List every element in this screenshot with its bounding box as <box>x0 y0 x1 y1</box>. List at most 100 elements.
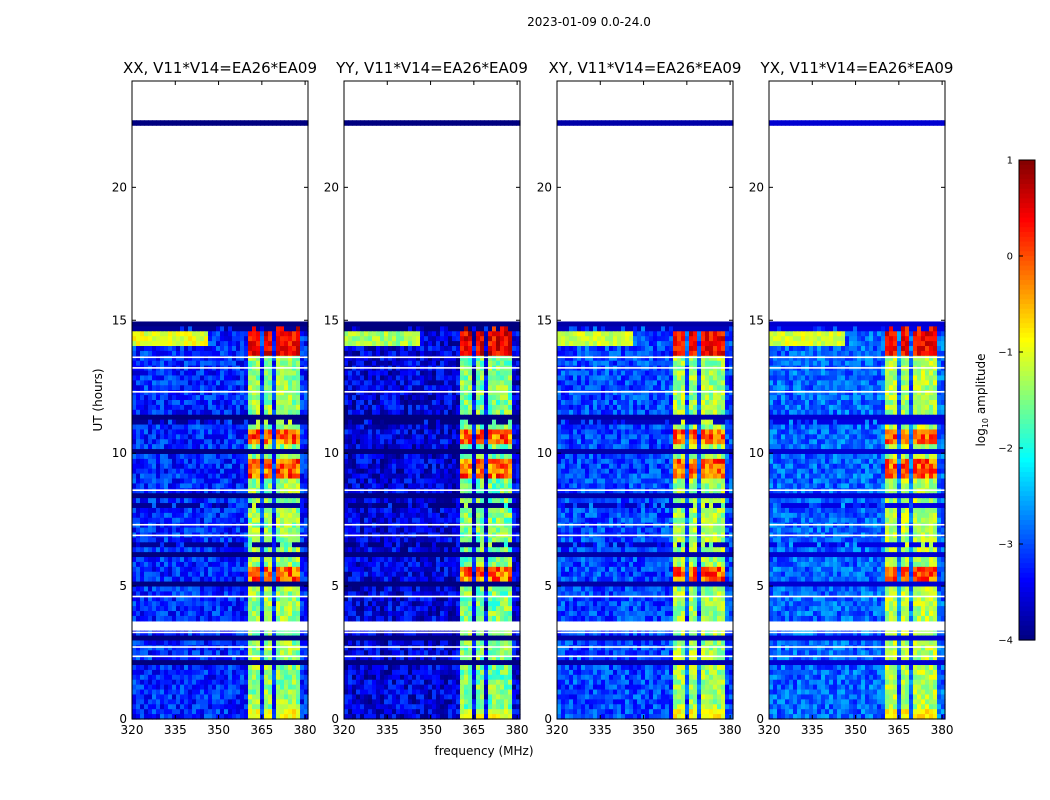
heatmap-cell <box>428 449 433 455</box>
heatmap-cell <box>216 370 221 377</box>
heatmap-cell <box>272 601 277 607</box>
heatmap-cell <box>196 591 201 597</box>
heatmap-cell <box>248 375 253 381</box>
heatmap-cell <box>168 640 173 646</box>
heatmap-cell <box>448 404 453 411</box>
heatmap-cell <box>192 674 197 681</box>
heatmap-cell <box>440 453 445 460</box>
heatmap-cell <box>416 336 421 342</box>
heatmap-cell <box>164 552 169 558</box>
heatmap-cell <box>284 601 289 607</box>
heatmap-cell <box>396 395 401 401</box>
heatmap-cell <box>300 493 305 499</box>
heatmap-cell <box>296 424 301 431</box>
heatmap-cell <box>204 689 209 696</box>
heatmap-cell <box>472 375 477 381</box>
heatmap-cell <box>212 120 217 126</box>
heatmap-cell <box>212 689 217 696</box>
heatmap-cell <box>252 355 257 362</box>
heatmap-cell <box>240 537 245 543</box>
heatmap-cell <box>200 640 205 646</box>
heatmap-cell <box>148 709 153 715</box>
heatmap-cell <box>192 409 197 416</box>
heatmap-cell <box>416 380 421 386</box>
heatmap-cell <box>224 453 229 460</box>
heatmap-cell <box>244 699 249 705</box>
heatmap-cell <box>496 120 501 126</box>
heatmap-cell <box>200 341 205 347</box>
heatmap-cell <box>360 473 365 480</box>
heatmap-cell <box>152 424 157 431</box>
heatmap-cell <box>280 419 285 426</box>
heatmap-cell <box>264 694 269 700</box>
heatmap-cell <box>444 409 449 416</box>
heatmap-cell <box>216 630 221 637</box>
heatmap-cell <box>488 404 493 411</box>
heatmap-cell <box>236 355 241 362</box>
heatmap-cell <box>220 458 225 465</box>
heatmap-cell <box>140 424 145 431</box>
heatmap-cell <box>148 336 153 342</box>
heatmap-cell <box>216 434 221 440</box>
heatmap-cell <box>460 350 465 357</box>
heatmap-cell <box>428 380 433 386</box>
heatmap-cell <box>216 463 221 470</box>
heatmap-cell <box>228 503 233 509</box>
heatmap-cell <box>460 463 465 470</box>
heatmap-cell <box>260 645 265 651</box>
heatmap-cell <box>396 331 401 337</box>
heatmap-cell <box>232 527 237 534</box>
heatmap-cell <box>344 429 349 435</box>
heatmap-cell <box>176 444 181 450</box>
heatmap-cell <box>196 380 201 386</box>
heatmap-cell <box>236 331 241 337</box>
heatmap-cell <box>492 458 497 465</box>
heatmap-cell <box>496 439 501 445</box>
heatmap-cell <box>172 537 177 543</box>
heatmap-cell <box>512 321 517 327</box>
heatmap-cell <box>208 419 213 426</box>
heatmap-cell <box>512 439 517 445</box>
heatmap-cell <box>292 503 297 509</box>
heatmap-cell <box>488 370 493 377</box>
heatmap-cell <box>280 404 285 411</box>
heatmap-cell <box>360 341 365 347</box>
heatmap-cell <box>204 439 209 445</box>
heatmap-cell <box>352 360 357 367</box>
heatmap-cell <box>244 341 249 347</box>
heatmap-cell <box>156 478 161 485</box>
heatmap-cell <box>260 390 265 396</box>
heatmap-cell <box>196 375 201 381</box>
heatmap-cell <box>376 458 381 465</box>
heatmap-cell <box>180 606 185 612</box>
heatmap-cell <box>152 665 157 671</box>
heatmap-cell <box>136 606 141 612</box>
heatmap-cell <box>304 360 309 367</box>
heatmap-cell <box>144 449 149 455</box>
heatmap-cell <box>300 581 305 588</box>
heatmap-cell <box>412 453 417 460</box>
heatmap-cell <box>276 370 281 377</box>
heatmap-cell <box>448 350 453 357</box>
heatmap-cell <box>184 611 189 617</box>
heatmap-cell <box>396 321 401 327</box>
heatmap-cell <box>232 581 237 588</box>
heatmap-cell <box>196 400 201 406</box>
heatmap-cell <box>188 473 193 480</box>
heatmap-cell <box>272 409 277 416</box>
heatmap-cell <box>228 120 233 126</box>
heatmap-cell <box>284 517 289 524</box>
heatmap-cell <box>184 434 189 440</box>
heatmap-cell <box>496 404 501 411</box>
heatmap-cell <box>404 321 409 327</box>
heatmap-cell <box>216 694 221 700</box>
heatmap-cell <box>148 468 153 475</box>
heatmap-cell <box>392 453 397 460</box>
heatmap-cell <box>420 321 425 327</box>
heatmap-cell <box>260 346 265 352</box>
heatmap-cell <box>188 576 193 583</box>
heatmap-cell <box>232 566 237 573</box>
heatmap-cell <box>360 370 365 377</box>
heatmap-cell <box>496 350 501 357</box>
heatmap-cell <box>172 650 177 656</box>
